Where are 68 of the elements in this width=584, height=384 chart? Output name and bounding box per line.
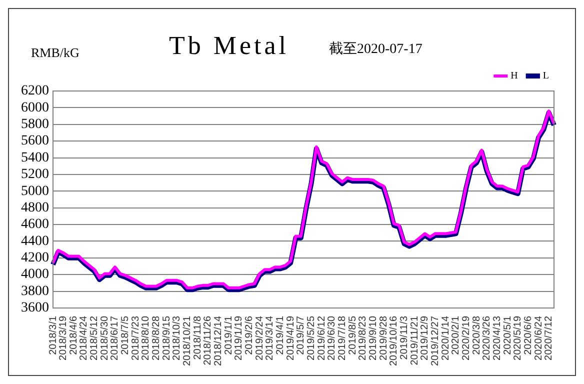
x-tick-label: 2019/5/7: [296, 316, 307, 355]
x-tick-label: 2020/3/8: [471, 316, 482, 355]
x-tick-label: 2019/11/21: [409, 316, 420, 366]
x-tick-label: 2019/12/27: [430, 316, 441, 366]
x-tick-label: 2019/9/10: [368, 316, 379, 360]
x-tick-label: 2019/1/19: [234, 316, 245, 360]
x-tick-label: 2018/7/5: [120, 316, 132, 355]
x-tick-label: 2019/7/18: [336, 316, 348, 360]
legend-label: L: [542, 70, 549, 82]
y-tick-label: 4000: [21, 267, 49, 282]
chart-subtitle: 截至2020-07-17: [329, 40, 422, 58]
y-tick-label: 4200: [21, 250, 49, 266]
y-tick-label: 5600: [21, 134, 49, 149]
y-tick-label: 6200: [21, 84, 49, 99]
y-tick-label: 5800: [21, 117, 49, 132]
x-tick-label: 2018/6/17: [110, 316, 121, 360]
x-tick-label: 2019/4/1: [275, 316, 286, 355]
x-tick-label: 2020/2/19: [460, 316, 472, 360]
x-tick-label: 2018/9/15: [161, 316, 172, 360]
x-tick-label: 2018/8/28: [151, 316, 162, 360]
x-tick-label: 2019/3/14: [264, 316, 276, 360]
x-tick-label: 2019/8/23: [358, 316, 369, 360]
x-tick-label: 2019/2/24: [254, 316, 266, 360]
y-axis-title: RMB/kG: [31, 45, 80, 61]
x-tick-label: 2020/5/1: [502, 316, 514, 355]
y-tick-label: 6000: [21, 100, 49, 116]
x-tick-label: 2020/1/14: [440, 316, 452, 360]
y-tick-label: 3800: [21, 284, 49, 299]
x-tick-label: 2018/5/12: [89, 316, 100, 360]
x-tick-label: 2018/5/30: [99, 316, 110, 360]
x-tick-label: 2018/7/23: [130, 316, 142, 360]
x-tick-label: 2020/7/12: [544, 316, 555, 360]
x-tick-label: 2019/6/30: [326, 316, 338, 360]
y-tick-label: 4400: [21, 234, 49, 249]
x-tick-label: 2020/3/26: [482, 316, 493, 360]
x-tick-label: 2020/5/19: [512, 316, 524, 360]
x-tick-label: 2019/11/3: [398, 316, 410, 360]
x-tick-label: 2019/1/1: [223, 316, 234, 355]
y-tick-label: 4600: [21, 217, 49, 232]
x-tick-label: 2018/11/26: [202, 316, 214, 366]
x-tick-label: 2018/12/14: [213, 316, 224, 366]
y-tick-label: 5000: [21, 184, 49, 199]
chart-title: Tb Metal: [169, 31, 290, 61]
x-tick-label: 2018/3/1: [48, 316, 59, 355]
legend-label: H: [510, 70, 518, 82]
y-tick-label: 5200: [21, 167, 49, 182]
x-tick-label: 2019/2/6: [244, 316, 256, 355]
x-tick-label: 2020/2/1: [450, 316, 462, 355]
x-tick-label: 2019/10/16: [388, 316, 400, 366]
x-tick-label: 2020/4/13: [492, 316, 503, 360]
x-tick-label: 2018/8/10: [140, 316, 152, 360]
x-tick-label: 2019/5/25: [306, 316, 317, 360]
x-tick-label: 2020/6/24: [533, 316, 544, 360]
x-tick-label: 2019/9/28: [378, 316, 390, 360]
x-tick-label: 2018/11/8: [192, 316, 204, 360]
x-tick-label: 2018/3/19: [58, 316, 70, 360]
y-tick-label: 5400: [21, 150, 49, 166]
x-tick-label: 2018/10/21: [182, 316, 194, 366]
y-tick-label: 4800: [21, 200, 49, 216]
x-tick-label: 2019/8/5: [347, 316, 358, 355]
x-tick-label: 2018/4/24: [78, 316, 90, 360]
x-tick-label: 2018/4/6: [68, 316, 80, 355]
x-tick-label: 2019/4/19: [285, 316, 296, 360]
x-tick-label: 2019/6/12: [316, 316, 328, 360]
y-tick-label: 3600: [21, 300, 49, 316]
x-tick-label: 2019/12/9: [420, 316, 431, 360]
x-tick-label: 2018/10/3: [172, 316, 183, 360]
x-tick-label: 2020/6/6: [522, 316, 534, 355]
